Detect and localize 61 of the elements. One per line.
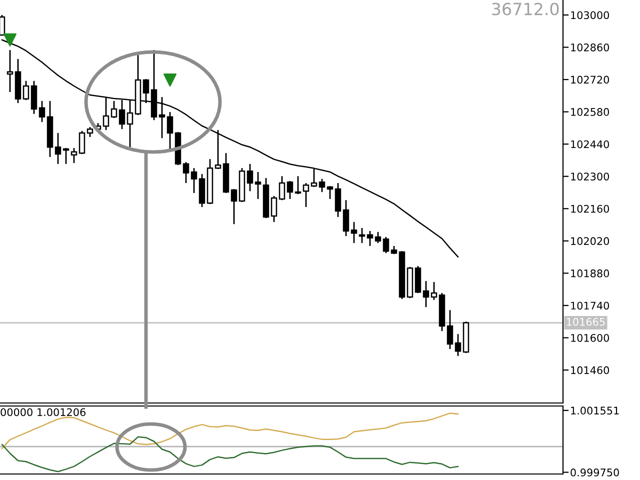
- candlestick: [190, 167, 198, 194]
- candlestick: [286, 180, 294, 200]
- candlestick: [374, 231, 382, 244]
- candlestick: [414, 265, 422, 294]
- y-tick-label: 0.999750: [570, 468, 619, 476]
- candlestick: [350, 221, 358, 244]
- candlestick: [358, 227, 366, 244]
- y-tick-label: 102020: [571, 237, 610, 246]
- ref-line-label: 101665: [566, 318, 605, 326]
- candlestick: [22, 80, 30, 101]
- candlestick: [230, 188, 238, 225]
- candlestick: [454, 333, 462, 357]
- candlestick: [70, 147, 78, 164]
- candlestick: [6, 49, 14, 93]
- candlestick: [326, 185, 334, 200]
- candlestick: [302, 182, 310, 208]
- candlestick: [142, 78, 150, 104]
- y-tick-label: 102720: [571, 76, 610, 84]
- candlestick: [318, 178, 326, 193]
- candlestick: [278, 175, 286, 201]
- candlestick: [366, 230, 374, 247]
- y-tick-label: 102580: [571, 108, 610, 116]
- candlestick: [30, 80, 38, 115]
- candlestick: [254, 171, 262, 200]
- y-tick-label: 1.001551: [571, 406, 619, 415]
- y-tick-label: 102440: [571, 140, 610, 148]
- candlestick: [166, 111, 174, 150]
- y-tick-label: 101600: [571, 334, 610, 342]
- text: 36712.0: [492, 2, 559, 16]
- candlestick: [158, 96, 166, 139]
- y-tick-label: 101460: [571, 366, 610, 374]
- candlestick: [102, 96, 110, 131]
- candlestick: [118, 99, 126, 130]
- y-tick-label: 102300: [571, 172, 610, 180]
- candlestick: [382, 236, 390, 254]
- candlestick: [78, 130, 86, 155]
- y-tick-label: 101880: [571, 269, 610, 278]
- candlestick: [126, 99, 134, 148]
- y-tick-label: 103000: [571, 11, 610, 20]
- candlestick: [422, 280, 430, 308]
- candlestick: [430, 281, 438, 301]
- candlestick: [182, 161, 190, 184]
- candlestick: [246, 163, 254, 192]
- candlestick: [54, 132, 62, 165]
- y-tick-label: 101740: [571, 302, 610, 310]
- candlestick: [0, 14, 6, 36]
- candlestick: [110, 100, 118, 119]
- candlestick: [294, 175, 302, 195]
- line-series: [1, 436, 459, 472]
- y-tick-label: 102160: [571, 204, 610, 213]
- candlestick: [270, 195, 278, 223]
- candlestick: [334, 182, 342, 218]
- candlestick: [310, 168, 318, 188]
- annotation: 00000 1.001206: [0, 408, 86, 416]
- candlestick: [214, 129, 222, 170]
- candlestick: [62, 147, 70, 165]
- candlestick: [38, 100, 46, 123]
- candlestick: [446, 309, 454, 350]
- y-tick-label: 102860: [571, 43, 610, 52]
- candlestick: [342, 199, 350, 237]
- candlestick: [86, 126, 94, 138]
